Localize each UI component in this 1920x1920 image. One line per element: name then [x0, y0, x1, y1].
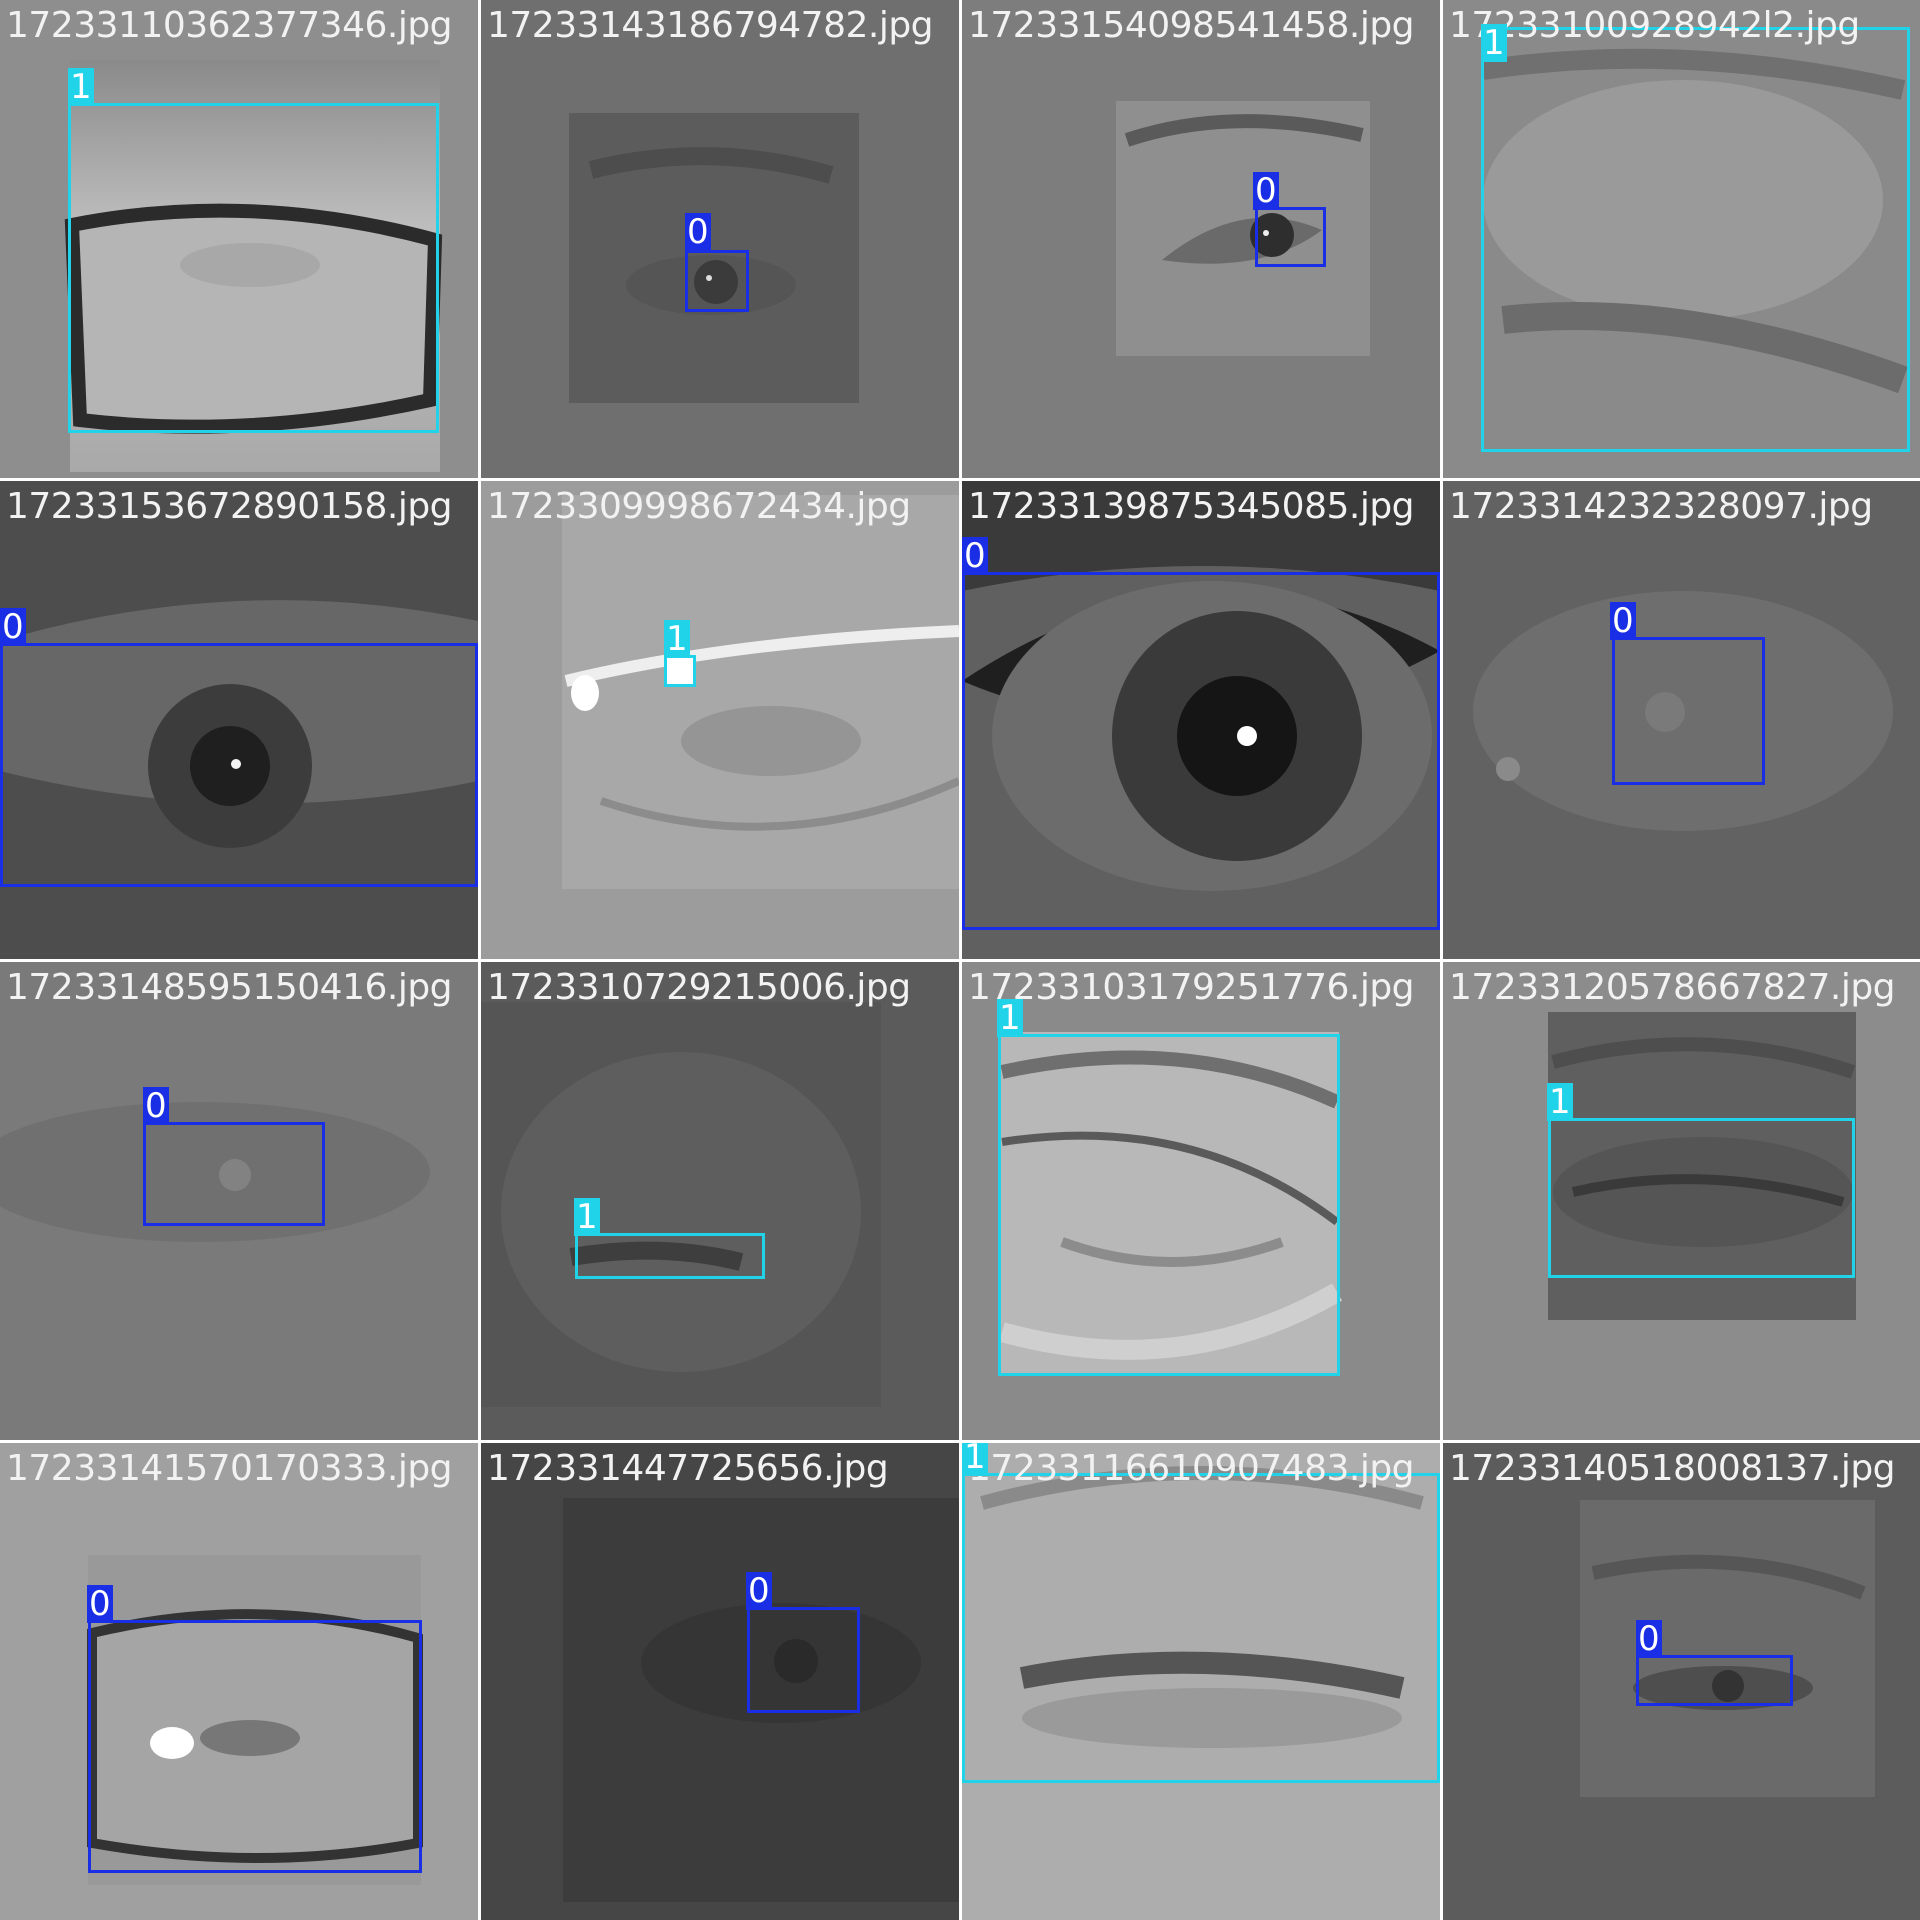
image-filename: 17233116610907483.jpg — [968, 1448, 1415, 1489]
image-tile: 17233103179251776.jpg 1 — [962, 962, 1440, 1440]
image-filename: 17233143186794782.jpg — [487, 5, 934, 46]
eye-image — [962, 962, 1440, 1440]
bounding-box — [88, 1620, 422, 1873]
class-label: 0 — [1636, 1619, 1662, 1659]
class-label: 1 — [574, 1197, 600, 1237]
bounding-box — [1255, 207, 1326, 267]
bounding-box — [1612, 637, 1765, 785]
eye-image — [481, 481, 959, 959]
class-label: 0 — [87, 1584, 113, 1624]
image-filename: 1723314232328097.jpg — [1449, 486, 1873, 527]
image-tile: 17233153672890158.jpg 0 — [0, 481, 478, 959]
eye-image — [0, 1443, 478, 1920]
eye-image — [481, 0, 959, 478]
eye-image — [481, 1443, 959, 1920]
image-filename: 17233139875345085.jpg — [968, 486, 1415, 527]
image-filename: 17233110362377346.jpg — [6, 5, 453, 46]
image-tile: 17233141570170333.jpg 0 — [0, 1443, 478, 1920]
image-filename: 17233153672890158.jpg — [6, 486, 453, 527]
image-tile: 17233140518008137.jpg 0 — [1443, 1443, 1920, 1920]
class-label: 0 — [1253, 171, 1279, 211]
eye-image — [1443, 962, 1920, 1440]
class-label: 0 — [0, 607, 26, 647]
bounding-box — [962, 1473, 1440, 1783]
image-filename: 17233154098541458.jpg — [968, 5, 1415, 46]
bounding-box — [747, 1607, 860, 1713]
image-filename: 1723309998672434.jpg — [487, 486, 911, 527]
image-filename: 17233148595150416.jpg — [6, 967, 453, 1008]
image-tile: 17233100928942l2.jpg 1 — [1443, 0, 1920, 478]
class-label: 0 — [1610, 601, 1636, 641]
bounding-box — [685, 250, 749, 312]
eye-image — [962, 0, 1440, 478]
eye-image — [1443, 1443, 1920, 1920]
image-filename: 172331447725656.jpg — [487, 1448, 889, 1489]
image-tile: 17233154098541458.jpg 0 — [962, 0, 1440, 478]
eye-image — [1443, 0, 1920, 478]
image-filename: 17233140518008137.jpg — [1449, 1448, 1896, 1489]
bounding-box — [0, 643, 478, 887]
bounding-box — [664, 655, 696, 687]
bounding-box — [143, 1122, 325, 1226]
class-label: 1 — [1547, 1082, 1573, 1122]
class-label: 1 — [997, 998, 1023, 1038]
image-tile: 17233139875345085.jpg 0 — [962, 481, 1440, 959]
bounding-box — [998, 1034, 1340, 1376]
image-tile: 172331447725656.jpg 0 — [481, 1443, 959, 1920]
image-filename: 17233120578667827.jpg — [1449, 967, 1896, 1008]
eye-image — [962, 481, 1440, 959]
bounding-box — [1636, 1655, 1793, 1706]
image-tile: 17233110362377346.jpg 1 — [0, 0, 478, 478]
image-filename: 17233103179251776.jpg — [968, 967, 1415, 1008]
image-tile: 17233116610907483.jpg 1 — [962, 1443, 1440, 1920]
class-label: 1 — [664, 619, 690, 659]
image-filename: 1723310729215006.jpg — [487, 967, 911, 1008]
eye-image — [1443, 481, 1920, 959]
eye-image — [0, 481, 478, 959]
bounding-box — [575, 1233, 765, 1279]
class-label: 0 — [746, 1571, 772, 1611]
image-tile: 1723314232328097.jpg 0 — [1443, 481, 1920, 959]
bounding-box — [68, 103, 439, 433]
image-tile: 17233148595150416.jpg 0 — [0, 962, 478, 1440]
class-label: 1 — [962, 1443, 988, 1476]
eye-image — [962, 1443, 1440, 1920]
image-tile: 17233120578667827.jpg 1 — [1443, 962, 1920, 1440]
class-label: 0 — [685, 212, 711, 252]
class-label: 0 — [143, 1086, 169, 1126]
image-tile: 1723310729215006.jpg 1 — [481, 962, 959, 1440]
class-label: 1 — [1481, 23, 1507, 63]
class-label: 0 — [962, 536, 988, 576]
image-tile: 17233143186794782.jpg 0 — [481, 0, 959, 478]
image-filename: 17233141570170333.jpg — [6, 1448, 453, 1489]
image-tile: 1723309998672434.jpg 1 — [481, 481, 959, 959]
bounding-box — [962, 572, 1440, 930]
image-filename: 17233100928942l2.jpg — [1449, 5, 1860, 46]
bounding-box — [1548, 1118, 1855, 1278]
bounding-box — [1481, 27, 1910, 452]
eye-image — [481, 962, 959, 1440]
class-label: 1 — [68, 67, 94, 107]
